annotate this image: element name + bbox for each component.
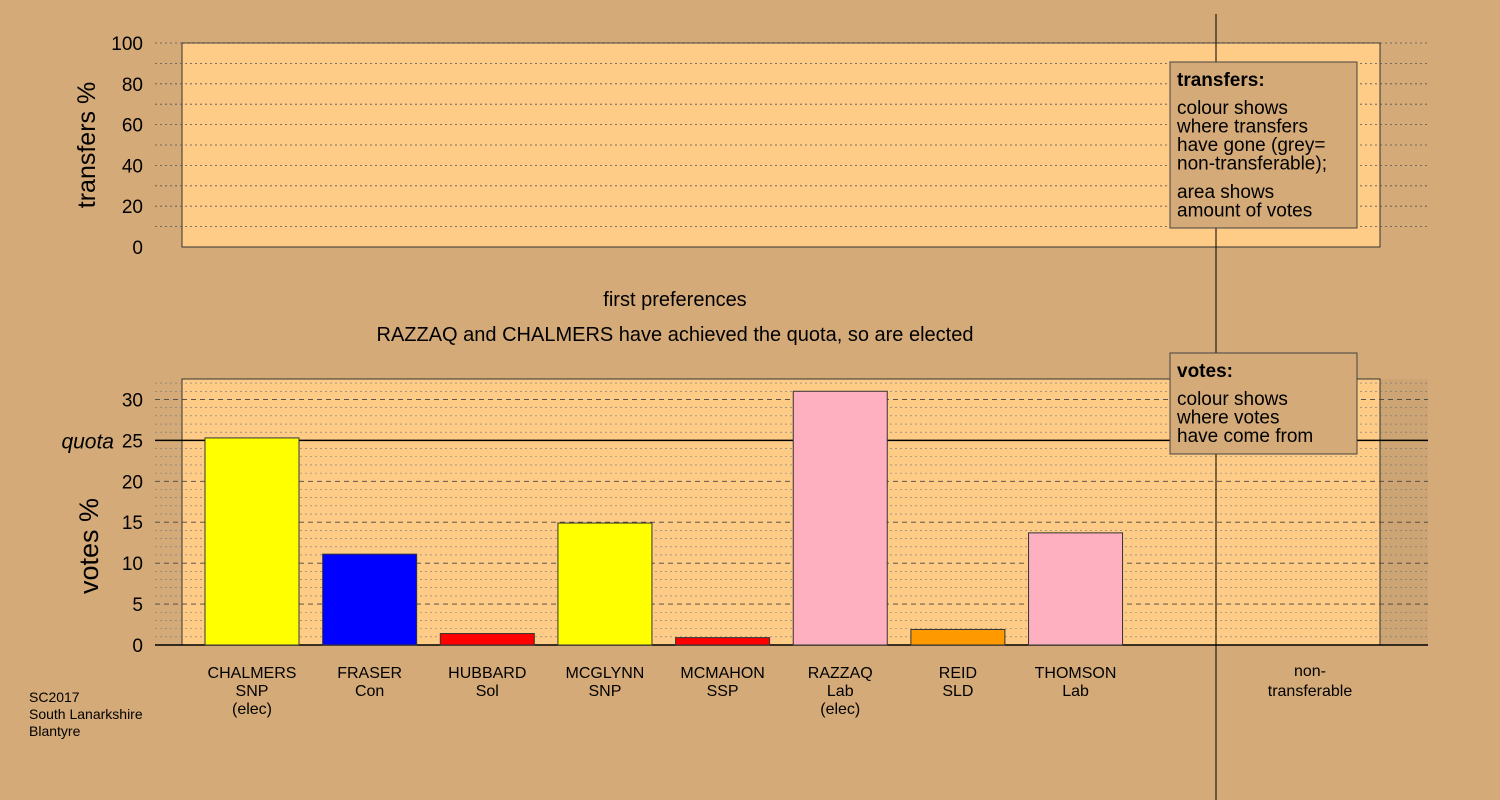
votes-tick-label: 10 [122,554,143,575]
transfers-tick-label: 20 [122,197,143,218]
bar-hubbard [439,633,535,646]
votes-tick-label: 20 [122,472,143,493]
candidate-party-label: Sol [476,683,499,700]
votes-tick-label: 5 [132,595,143,616]
transfers-legend-line: where transfers [1176,117,1308,138]
votes-tick-label: 0 [132,636,143,657]
non-transferable-label: transferable [1268,683,1353,700]
candidate-party-label: Lab [1062,683,1089,700]
transfers-legend-line: have gone (grey= [1177,135,1325,156]
votes-tick-label: 30 [122,390,143,411]
transfers-tick-label: 0 [132,238,143,259]
bar-fraser [322,553,418,646]
candidate-name-label: RAZZAQ [808,665,873,682]
bar-chalmers [204,437,300,646]
candidate-name-label: CHALMERS [208,665,297,682]
votes-legend-box [1169,352,1358,455]
transfers-tick-label: 60 [122,116,143,137]
chart-title: first preferences [603,289,746,311]
footer-line: South Lanarkshire [29,706,143,722]
candidate-name-label: FRASER [337,665,402,682]
footer-line: SC2017 [29,689,80,705]
candidate-party-label: Con [355,683,384,700]
transfers-tick-label: 100 [111,34,143,55]
votes-tick-label: 15 [122,513,143,534]
bar-thomson [1028,532,1124,646]
transfers-legend-line: non-transferable); [1177,154,1327,175]
transfers-tick-label: 40 [122,156,143,177]
votes-legend-line: colour shows [1177,389,1288,410]
candidate-note-label: (elec) [232,701,272,718]
candidate-party-label: SNP [588,683,621,700]
chart-subtitle: RAZZAQ and CHALMERS have achieved the qu… [377,324,974,346]
candidate-name-label: HUBBARD [448,665,526,682]
transfers-legend-line: amount of votes [1177,201,1312,222]
candidate-name-label: MCGLYNN [566,665,645,682]
bar-reid [910,628,1006,646]
transfers-legend-title: transfers: [1177,70,1265,91]
candidate-name-label: REID [939,665,977,682]
votes-legend-line: where votes [1176,408,1279,429]
votes-axis-label: votes % [74,498,104,594]
candidate-party-label: SSP [707,683,739,700]
transfers-tick-label: 80 [122,75,143,96]
quota-label: quota [61,430,114,453]
votes-legend-title: votes: [1177,361,1233,382]
candidate-name-label: THOMSON [1035,665,1117,682]
candidate-name-label: MCMAHON [680,665,764,682]
votes-tick-label: 25 [122,431,143,452]
bar-mcglynn [557,522,653,646]
candidate-party-label: SLD [942,683,973,700]
candidate-party-label: SNP [236,683,269,700]
transfers-axis-label: transfers % [73,82,101,208]
transfers-legend-line: area shows [1177,182,1274,203]
transfers-legend-line: colour shows [1177,98,1288,119]
bar-mcmahon [675,637,771,646]
candidate-party-label: Lab [827,683,854,700]
votes-right-margin [1380,379,1428,645]
votes-legend-line: have come from [1177,426,1313,447]
transfers-legend-box [1169,61,1358,229]
non-transferable-label: non- [1294,663,1326,680]
bar-razzaq [792,390,888,646]
candidate-note-label: (elec) [820,701,860,718]
footer-line: Blantyre [29,723,81,739]
